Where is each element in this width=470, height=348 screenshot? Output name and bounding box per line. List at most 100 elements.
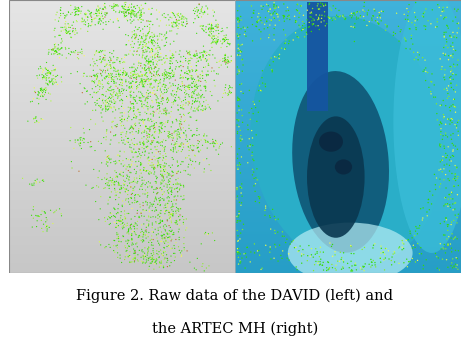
Point: [182, 216, 190, 222]
Point: [450, 153, 457, 159]
Point: [238, 136, 246, 142]
Point: [95, 17, 103, 22]
Point: [172, 64, 180, 70]
Point: [236, 236, 244, 242]
Point: [209, 230, 216, 236]
Point: [234, 193, 241, 199]
Point: [82, 19, 89, 25]
Point: [276, 52, 283, 57]
Point: [164, 74, 171, 80]
Point: [95, 49, 103, 55]
Point: [39, 94, 47, 99]
Point: [382, 246, 390, 251]
Point: [138, 98, 145, 104]
Point: [308, 246, 315, 251]
Point: [440, 232, 447, 238]
Point: [264, 25, 272, 30]
Point: [274, 12, 282, 18]
Point: [317, 19, 325, 25]
Point: [140, 77, 148, 82]
Point: [172, 181, 180, 187]
Point: [58, 52, 66, 58]
Point: [329, 242, 336, 247]
Ellipse shape: [335, 159, 352, 175]
Point: [448, 219, 455, 225]
Point: [154, 252, 162, 258]
Point: [67, 2, 75, 8]
Point: [162, 201, 170, 207]
Point: [337, 256, 345, 262]
Point: [161, 236, 169, 242]
Point: [436, 142, 444, 148]
Point: [196, 1, 203, 7]
Point: [123, 72, 130, 77]
Point: [101, 75, 108, 81]
Point: [143, 58, 150, 64]
Point: [115, 106, 123, 112]
Point: [137, 141, 144, 147]
Point: [145, 111, 153, 117]
Point: [121, 7, 129, 13]
Point: [143, 67, 150, 72]
Point: [124, 220, 131, 226]
Point: [237, 17, 245, 23]
Point: [145, 179, 152, 184]
Point: [212, 41, 220, 47]
Point: [224, 54, 232, 60]
Point: [390, 30, 397, 35]
Point: [143, 218, 151, 223]
Point: [240, 251, 248, 257]
Point: [111, 238, 118, 243]
Point: [155, 156, 162, 161]
Point: [377, 8, 385, 14]
Point: [107, 215, 114, 221]
Point: [379, 250, 387, 255]
Point: [438, 157, 446, 163]
Point: [71, 26, 79, 32]
Point: [191, 84, 198, 89]
Point: [125, 227, 133, 232]
Point: [454, 174, 462, 179]
Point: [445, 53, 452, 58]
Point: [204, 140, 212, 145]
Point: [151, 166, 159, 171]
Point: [234, 64, 241, 70]
Point: [125, 244, 133, 249]
Point: [160, 264, 167, 270]
Point: [454, 30, 461, 35]
Point: [112, 92, 119, 98]
Point: [405, 18, 412, 24]
Point: [185, 99, 192, 104]
Point: [170, 172, 178, 178]
Point: [264, 8, 272, 14]
Point: [206, 52, 213, 58]
Point: [124, 164, 132, 169]
Point: [174, 85, 182, 90]
Point: [162, 205, 170, 210]
Point: [57, 46, 65, 51]
Point: [186, 82, 194, 88]
Point: [234, 52, 241, 58]
Point: [198, 68, 206, 74]
Point: [162, 138, 170, 143]
Point: [148, 256, 156, 261]
Point: [149, 229, 156, 235]
Point: [454, 236, 461, 242]
Point: [196, 23, 204, 29]
Point: [52, 48, 59, 54]
Point: [53, 49, 61, 55]
Point: [196, 132, 203, 137]
Point: [136, 176, 143, 181]
Point: [128, 9, 135, 14]
Point: [138, 145, 146, 150]
Point: [126, 125, 134, 131]
Point: [114, 76, 121, 82]
Point: [171, 194, 178, 200]
Point: [156, 106, 163, 111]
Point: [107, 210, 114, 216]
Point: [112, 124, 120, 129]
Point: [137, 183, 145, 189]
Point: [316, 259, 324, 264]
Point: [70, 19, 77, 25]
Point: [309, 16, 317, 22]
